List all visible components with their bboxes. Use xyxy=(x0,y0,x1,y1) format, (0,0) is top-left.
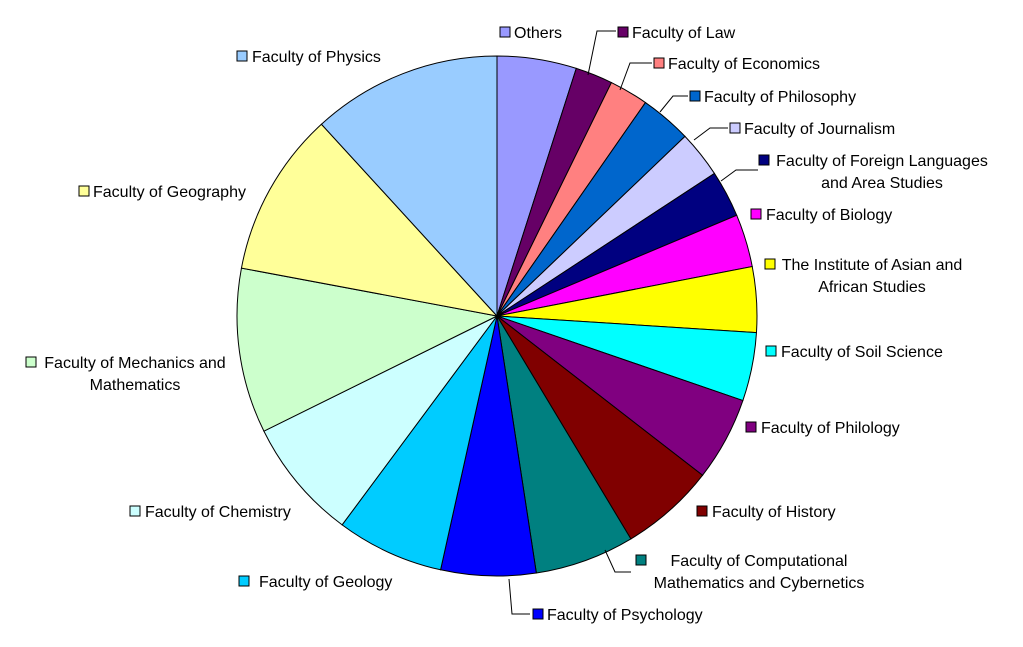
leader-line xyxy=(693,127,728,141)
slice-label: Faculty of Biology xyxy=(766,207,892,224)
slice-label-line: Faculty of Computational xyxy=(671,553,848,570)
slice-label: Faculty of Philology xyxy=(761,420,900,437)
slice-label: Faculty of Foreign Languages and Area Stu… xyxy=(776,153,988,192)
legend-marker xyxy=(689,90,701,102)
pie-slice xyxy=(320,55,498,318)
slice-label: Faculty of Journalism xyxy=(744,121,895,138)
slice-label: Faculty of Geography xyxy=(93,184,246,201)
legend-marker xyxy=(758,154,770,166)
leader-line xyxy=(508,578,530,615)
legend-marker xyxy=(750,208,762,220)
legend-marker xyxy=(238,575,250,587)
slice-label-line: Mathematics and Cybernetics xyxy=(654,575,865,592)
leader-line xyxy=(659,95,688,113)
slice-label: Faculty of Chemistry xyxy=(145,504,291,521)
legend-marker xyxy=(236,50,248,62)
slice-label: Others xyxy=(514,25,562,42)
legend-marker xyxy=(532,608,544,620)
legend-marker xyxy=(617,26,629,38)
pie-slice xyxy=(240,123,499,317)
legend-marker xyxy=(635,554,647,566)
slice-label: Faculty of Philosophy xyxy=(704,89,856,106)
legend-marker xyxy=(499,26,511,38)
legend-marker xyxy=(764,258,776,270)
leader-line xyxy=(604,549,631,573)
leader-line xyxy=(720,169,758,182)
slice-label: Faculty of Computational Mathematics and … xyxy=(654,553,865,592)
pie-slice xyxy=(236,267,499,432)
slice-label-line: Faculty of Foreign Languages xyxy=(776,153,988,170)
slice-labels: Others Faculty of Law Faculty of Economics… xyxy=(25,25,988,624)
slice-label: Faculty of History xyxy=(712,504,836,521)
legend-marker xyxy=(78,185,90,197)
legend-marker xyxy=(745,421,757,433)
leader-line xyxy=(587,30,616,76)
slice-label: Faculty of Mechanics and Mathematics xyxy=(44,355,225,394)
leader-lines xyxy=(508,30,758,615)
slice-label-line: Faculty of Mechanics and xyxy=(44,355,225,372)
slice-label-line: The Institute of Asian and xyxy=(782,257,963,274)
slice-label: Faculty of Law xyxy=(632,25,736,42)
legend-marker xyxy=(653,57,665,69)
slice-label-line: and Area Studies xyxy=(821,175,943,192)
slice-label: Faculty of Geology xyxy=(259,574,392,591)
pie-slices xyxy=(236,55,758,577)
legend-marker xyxy=(765,345,777,357)
slice-label: The Institute of Asian and African Studie… xyxy=(782,257,963,296)
legend-marker xyxy=(25,356,37,368)
pie-slice xyxy=(341,315,498,571)
leader-line xyxy=(619,62,652,91)
slice-label-line: African Studies xyxy=(818,279,926,296)
legend-marker xyxy=(129,505,141,517)
slice-label: Faculty of Psychology xyxy=(547,607,703,624)
legend-marker xyxy=(729,122,741,134)
slice-label: Faculty of Soil Science xyxy=(781,344,943,361)
slice-label: Faculty of Physics xyxy=(252,49,381,66)
slice-label-line: Mathematics xyxy=(90,377,181,394)
slice-label: Faculty of Economics xyxy=(668,56,820,73)
legend-marker xyxy=(696,505,708,517)
pie-slice xyxy=(263,315,498,526)
